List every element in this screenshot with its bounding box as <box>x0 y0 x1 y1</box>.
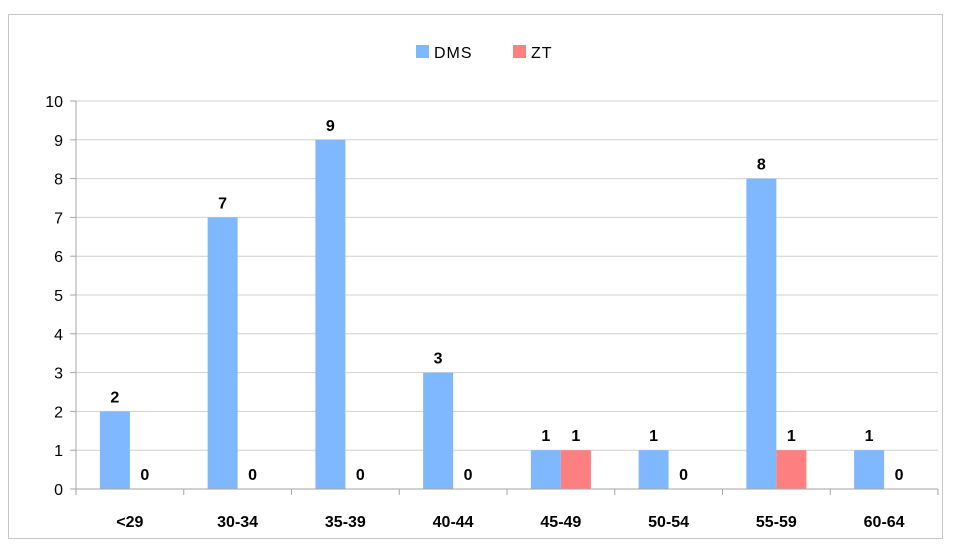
y-tick-label: 9 <box>54 133 63 150</box>
data-label-zt: 0 <box>248 467 257 484</box>
data-label-dms: 1 <box>649 428 658 445</box>
x-tick-label: 50-54 <box>648 514 689 531</box>
y-axis-ticks: 0 1 2 3 4 5 6 7 8 9 10 <box>45 94 76 499</box>
data-label-dms: 1 <box>541 428 550 445</box>
legend: DMS ZT <box>416 45 553 62</box>
bar-zt <box>776 450 807 489</box>
legend-label-dms: DMS <box>434 45 473 62</box>
x-tick-label: 55-59 <box>756 514 797 531</box>
data-label-zt: 0 <box>356 467 365 484</box>
data-label-dms: 2 <box>110 389 119 406</box>
y-tick-label: 8 <box>54 172 63 189</box>
bars <box>99 139 885 490</box>
y-tick-label: 10 <box>45 94 63 111</box>
data-label-dms: 3 <box>434 351 443 368</box>
bar-dms <box>530 450 561 489</box>
bar-zt <box>560 450 591 489</box>
data-label-dms: 7 <box>218 195 227 212</box>
y-tick-label: 4 <box>54 327 63 344</box>
axes <box>75 101 938 490</box>
y-tick-label: 6 <box>54 249 63 266</box>
y-tick-label: 7 <box>54 210 63 227</box>
data-label-zt: 0 <box>140 467 149 484</box>
bar-dms <box>854 450 885 489</box>
y-tick-label: 3 <box>54 366 63 383</box>
x-tick-label: 45-49 <box>540 514 581 531</box>
data-label-zt: 0 <box>679 467 688 484</box>
bar-dms <box>746 178 777 489</box>
y-tick-label: 2 <box>54 404 63 421</box>
y-tick-label: 1 <box>54 443 63 460</box>
x-tick-label: 40-44 <box>433 514 474 531</box>
x-axis-ticks: <29 30-34 35-39 40-44 45-49 50-54 55-59 60-64 <box>75 489 939 531</box>
data-label-zt: 0 <box>895 467 904 484</box>
x-tick-label: 30-34 <box>217 514 258 531</box>
x-tick-label: 60-64 <box>864 514 905 531</box>
y-tick-label: 5 <box>54 288 63 305</box>
legend-label-zt: ZT <box>531 45 553 62</box>
data-labels: 2 0 7 0 9 0 3 0 1 1 1 0 8 1 1 0 <box>110 118 903 484</box>
bar-dms <box>315 139 346 490</box>
bar-dms <box>638 450 669 489</box>
data-label-zt: 1 <box>571 428 580 445</box>
data-label-zt: 0 <box>464 467 473 484</box>
bar-dms <box>99 411 130 489</box>
x-tick-label: <29 <box>116 514 143 531</box>
data-label-dms: 1 <box>865 428 874 445</box>
gridlines <box>76 100 938 451</box>
y-tick-label: 0 <box>54 482 63 499</box>
bar-dms <box>423 372 454 489</box>
data-label-dms: 9 <box>326 118 335 135</box>
legend-swatch-zt <box>513 45 526 58</box>
x-tick-label: 35-39 <box>325 514 366 531</box>
bar-dms <box>207 217 238 489</box>
legend-swatch-dms <box>416 45 429 58</box>
data-label-dms: 8 <box>757 157 766 174</box>
data-label-zt: 1 <box>787 428 796 445</box>
